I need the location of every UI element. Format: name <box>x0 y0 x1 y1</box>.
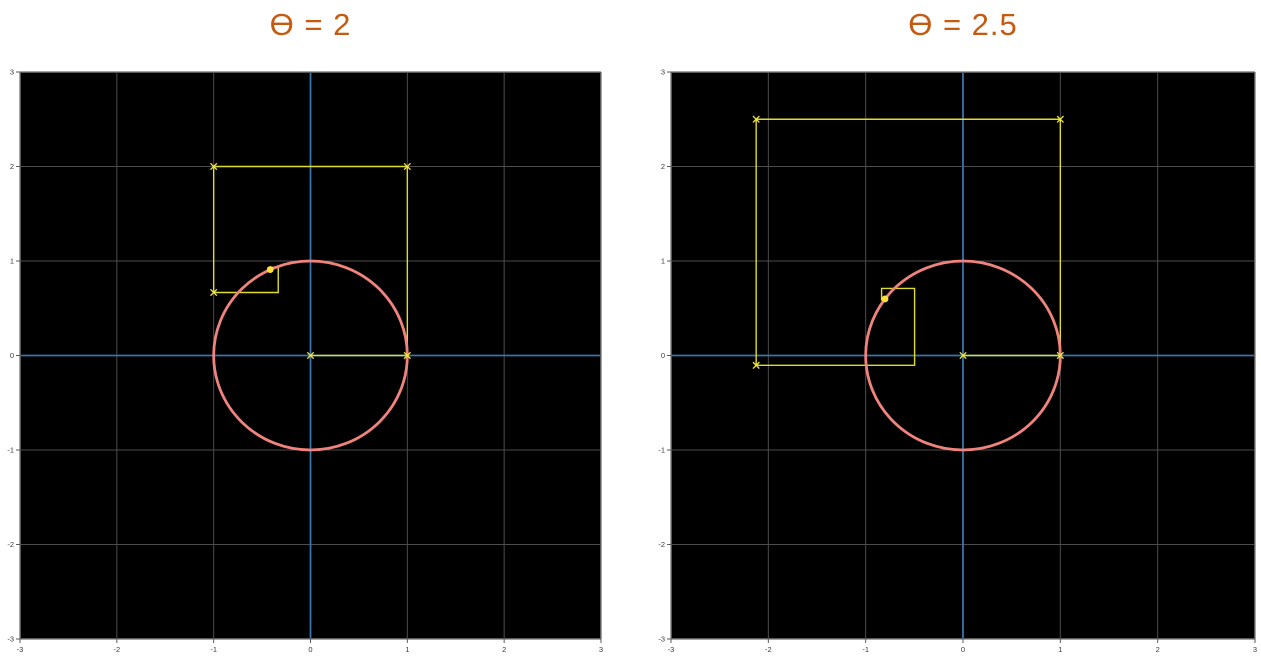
y-tick-label: -2 <box>658 540 665 549</box>
right-plot-title: Ɵ = 2.5 <box>908 7 1018 42</box>
y-tick-label: 3 <box>661 68 665 77</box>
y-tick-label: -3 <box>658 635 665 644</box>
y-tick-label: 0 <box>661 351 665 360</box>
y-tick-label: -1 <box>7 446 14 455</box>
corner-x-marker <box>403 162 411 171</box>
x-tick-label: -1 <box>862 645 869 654</box>
spiral-path <box>755 118 1062 367</box>
y-tick-label: -3 <box>7 635 14 644</box>
x-tick-label: 0 <box>961 645 965 654</box>
limit-point-dot <box>266 266 274 273</box>
plot-canvas: -3 -2 -1 0 1 2 3 3 2 1 0 -1 -2 -3 <box>658 68 1257 655</box>
plot-canvas: -3 -2 -1 0 1 2 3 3 2 1 0 -1 -2 -3 <box>7 68 603 655</box>
corner-x-marker <box>210 162 218 171</box>
corner-x-marker <box>959 351 967 360</box>
corner-x-marker <box>1056 115 1064 123</box>
y-tick-label: 2 <box>661 162 665 171</box>
x-tick-label: 0 <box>308 645 312 654</box>
corner-x-marker <box>210 288 218 297</box>
plot-frame <box>671 72 1255 639</box>
limit-point-dot <box>881 295 889 303</box>
left-plot-title: Ɵ = 2 <box>269 7 352 42</box>
y-tick-label: 3 <box>10 68 14 77</box>
x-tick-label: -3 <box>668 645 675 654</box>
x-tick-label: -1 <box>210 645 217 654</box>
corner-x-marker <box>403 351 411 360</box>
y-tick-label: 1 <box>661 257 665 266</box>
x-tick-label: 1 <box>405 645 409 654</box>
corner-x-marker <box>1056 351 1064 360</box>
x-tick-label: 2 <box>502 645 506 654</box>
plot-frame <box>20 72 601 639</box>
x-tick-label: 3 <box>1253 645 1257 654</box>
x-tick-label: -3 <box>17 645 24 654</box>
x-tick-label: 3 <box>599 645 603 654</box>
x-tick-label: -2 <box>765 645 772 654</box>
x-tick-label: 2 <box>1156 645 1160 654</box>
right-plot-area: -3 -2 -1 0 1 2 3 3 2 1 0 -1 -2 -3 <box>658 68 1257 655</box>
y-tick-label: 2 <box>10 162 14 171</box>
y-tick-label: 0 <box>10 351 14 360</box>
y-tick-label: -2 <box>7 540 14 549</box>
corner-x-marker <box>752 361 760 370</box>
corner-x-marker <box>306 351 315 360</box>
corner-x-marker <box>752 115 760 123</box>
left-plot-area: -3 -2 -1 0 1 2 3 3 2 1 0 -1 -2 -3 <box>7 68 603 655</box>
x-tick-label: -2 <box>113 645 120 654</box>
y-tick-label: 1 <box>10 257 14 266</box>
x-tick-label: 1 <box>1058 645 1062 654</box>
y-tick-label: -1 <box>658 446 665 455</box>
